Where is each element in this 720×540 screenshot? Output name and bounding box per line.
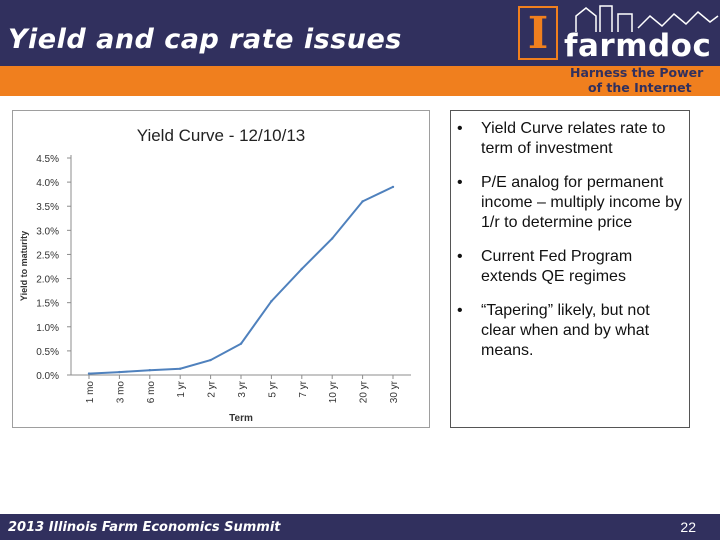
yield-curve-line	[88, 185, 394, 375]
page-number: 22	[680, 519, 696, 535]
bullet-dot: •	[457, 120, 463, 137]
y-tick-label: 1.0%	[36, 323, 59, 334]
footer-bar: 2013 Illinois Farm Economics Summit 22	[0, 514, 720, 540]
data-point	[300, 267, 303, 271]
skyline-icon	[575, 5, 719, 32]
y-tick-label: 4.0%	[36, 178, 59, 189]
bullet-item: • Current Fed Program extends QE regimes	[451, 247, 689, 287]
data-point	[179, 367, 182, 370]
y-tick-label: 3.5%	[36, 202, 59, 213]
logo-tagline-2: of the Internet	[588, 80, 692, 95]
bullet-dot: •	[457, 302, 463, 319]
slide-title: Yield and cap rate issues	[8, 24, 402, 55]
y-tick-label: 0.0%	[36, 371, 59, 382]
y-tick-label: 1.5%	[36, 299, 59, 310]
bullet-item: • P/E analog for permanent income – multi…	[451, 173, 689, 233]
y-tick-label: 2.0%	[36, 275, 59, 286]
bullet-text: “Tapering” likely, but not clear when an…	[481, 302, 650, 359]
x-tick-label: 30 yr	[389, 380, 400, 403]
bullet-dot: •	[457, 248, 463, 265]
y-tick-label: 4.5%	[36, 154, 59, 165]
data-point	[209, 358, 212, 362]
data-point	[270, 300, 273, 303]
chart-title: Yield Curve - 12/10/13	[137, 126, 306, 145]
bullet-item: • Yield Curve relates rate to term of inv…	[451, 119, 689, 159]
farmdoc-logo: I farmdoc Harness the Power of the Inter…	[512, 0, 720, 96]
x-tick-label: 20 yr	[359, 380, 370, 403]
data-point	[148, 368, 151, 372]
y-tick-label: 3.0%	[36, 226, 59, 237]
chart-canvas: Yield Curve - 12/10/13 0.0% 0.5% 1.0% 1.5% 2.…	[19, 126, 411, 424]
logo-emblem: I	[518, 6, 558, 60]
x-axis-title: Term	[229, 413, 253, 424]
accent-band	[0, 66, 720, 96]
data-point	[361, 200, 364, 203]
x-tick-label: 1 yr	[176, 380, 187, 397]
x-tick-label: 5 yr	[267, 380, 278, 397]
footer-text: 2013 Illinois Farm Economics Summit	[8, 520, 281, 535]
data-point	[87, 372, 91, 375]
x-tick-label: 1 mo	[85, 381, 96, 404]
bullet-text: Current Fed Program extends QE regimes	[481, 248, 633, 285]
bullet-list: • Yield Curve relates rate to term of inv…	[451, 111, 689, 361]
logo-wordmark: farmdoc	[564, 28, 712, 64]
y-tick-label: 0.5%	[36, 347, 59, 358]
x-tick-label: 3 yr	[237, 380, 248, 397]
logo-letter: I	[527, 8, 549, 59]
bullet-panel: • Yield Curve relates rate to term of inv…	[450, 110, 690, 428]
x-tick-label: 10 yr	[328, 380, 339, 403]
x-tick-label: 3 mo	[115, 381, 126, 404]
data-point	[118, 370, 121, 374]
y-axis-title: Yield to maturity	[19, 231, 29, 301]
yield-curve-chart: Yield Curve - 12/10/13 0.0% 0.5% 1.0% 1.5% 2.…	[12, 110, 430, 428]
data-point	[331, 237, 334, 240]
bullet-dot: •	[457, 174, 463, 191]
bullet-text: Yield Curve relates rate to term of inve…	[481, 120, 666, 157]
x-tick-label: 6 mo	[146, 381, 157, 404]
x-tick-label: 2 yr	[207, 380, 218, 397]
bullet-text: P/E analog for permanent income – multip…	[481, 174, 682, 231]
x-tick-label: 7 yr	[298, 380, 309, 397]
y-tick-label: 2.5%	[36, 250, 59, 261]
data-point	[239, 342, 243, 345]
logo-tagline-1: Harness the Power	[570, 65, 704, 80]
data-point	[391, 185, 395, 189]
bullet-item: • “Tapering” likely, but not clear when a…	[451, 301, 689, 361]
